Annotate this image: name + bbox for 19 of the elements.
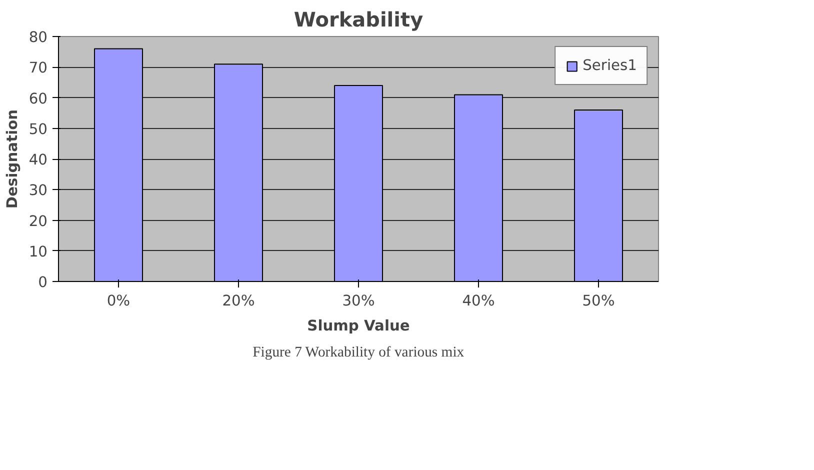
y-tick-label: 20 — [28, 212, 48, 230]
y-tick-label: 60 — [28, 90, 48, 108]
x-axis-title: Slump Value — [307, 318, 410, 334]
caption: Figure 7 Workability of various mix — [252, 344, 465, 360]
x-tick-label: 20% — [222, 292, 255, 310]
x-tick-label: 0% — [106, 292, 130, 310]
y-tick-label: 70 — [28, 60, 48, 77]
y-tick-label: 10 — [28, 243, 48, 260]
x-tick-label: 30% — [342, 292, 375, 310]
y-tick-label: 50 — [28, 120, 48, 138]
legend-label: Series1 — [582, 57, 637, 74]
y-tick-label: 80 — [28, 29, 48, 46]
y-tick-label: 0 — [38, 274, 48, 291]
y-tick-label: 40 — [28, 152, 48, 168]
y-axis-title: Designation — [4, 109, 21, 209]
x-tick-label: 40% — [462, 292, 495, 310]
x-tick-label: 50% — [582, 292, 615, 310]
y-tick-label: 30 — [28, 182, 48, 200]
chart-title: Workability — [294, 8, 424, 32]
